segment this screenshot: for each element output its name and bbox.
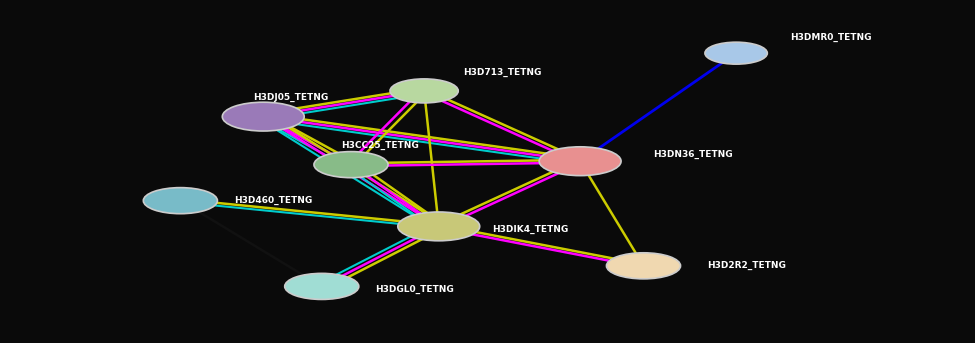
Text: H3D460_TETNG: H3D460_TETNG (234, 196, 312, 205)
Text: H3D2R2_TETNG: H3D2R2_TETNG (707, 261, 786, 270)
Circle shape (539, 147, 621, 176)
Text: H3DGL0_TETNG: H3DGL0_TETNG (375, 285, 454, 294)
Text: H3CC25_TETNG: H3CC25_TETNG (341, 141, 419, 150)
Circle shape (705, 42, 767, 64)
Circle shape (398, 212, 480, 241)
Text: H3DIK4_TETNG: H3DIK4_TETNG (492, 225, 568, 234)
Text: H3D713_TETNG: H3D713_TETNG (463, 68, 541, 76)
Text: H3DJ05_TETNG: H3DJ05_TETNG (254, 93, 329, 102)
Circle shape (390, 79, 458, 103)
Circle shape (143, 188, 217, 214)
Circle shape (285, 273, 359, 299)
Text: H3DMR0_TETNG: H3DMR0_TETNG (790, 33, 872, 42)
Text: H3DN36_TETNG: H3DN36_TETNG (653, 150, 733, 159)
Circle shape (222, 102, 304, 131)
Circle shape (314, 152, 388, 178)
Circle shape (606, 253, 681, 279)
